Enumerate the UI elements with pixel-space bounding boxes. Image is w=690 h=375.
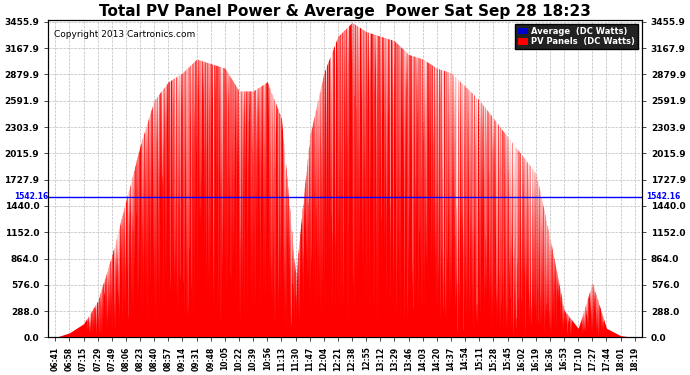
- Text: Copyright 2013 Cartronics.com: Copyright 2013 Cartronics.com: [54, 30, 195, 39]
- Legend: Average  (DC Watts), PV Panels  (DC Watts): Average (DC Watts), PV Panels (DC Watts): [515, 24, 638, 49]
- Text: 1542.16: 1542.16: [646, 192, 680, 201]
- Title: Total PV Panel Power & Average  Power Sat Sep 28 18:23: Total PV Panel Power & Average Power Sat…: [99, 4, 591, 19]
- Text: 1542.16: 1542.16: [14, 192, 48, 201]
